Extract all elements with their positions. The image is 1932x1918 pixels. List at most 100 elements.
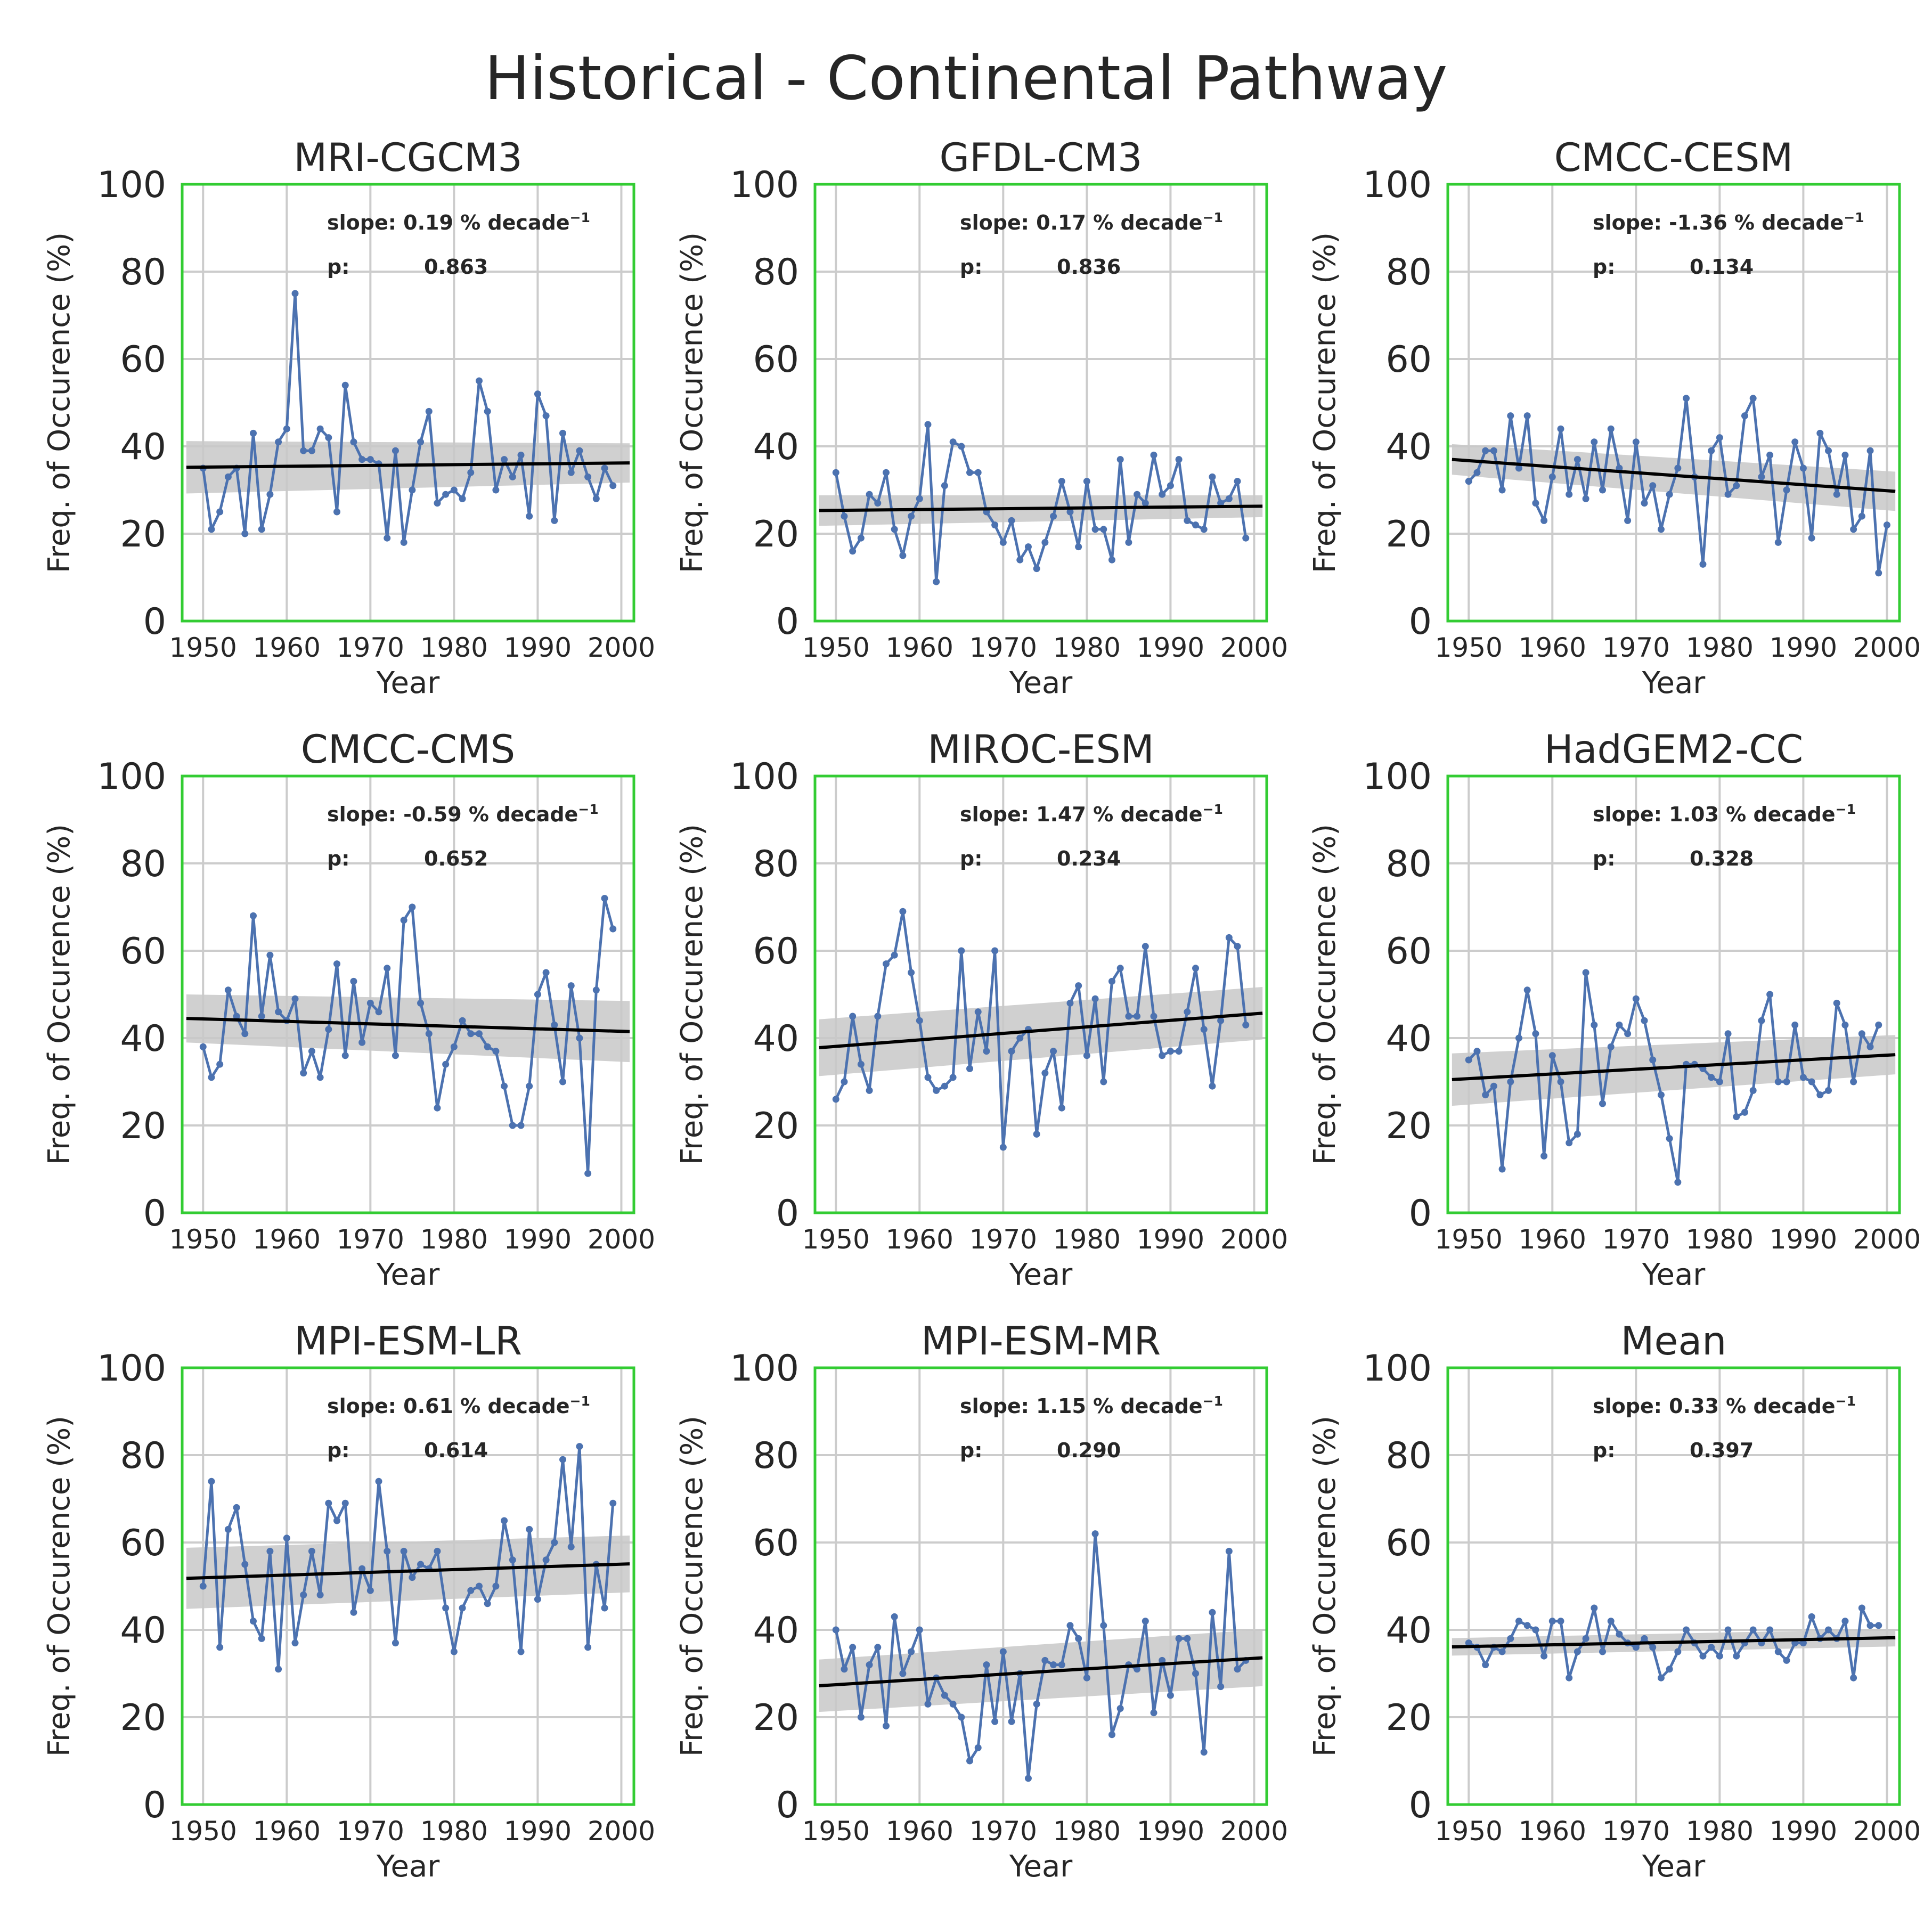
data-point xyxy=(450,1648,458,1655)
y-tick-label: 0 xyxy=(776,1193,799,1235)
x-tick-label: 1990 xyxy=(1137,1224,1204,1255)
x-tick-label: 1980 xyxy=(1686,1224,1754,1255)
x-tick-label: 2000 xyxy=(1220,632,1288,663)
data-point xyxy=(1607,425,1615,432)
slope-exponent: −1 xyxy=(1203,802,1223,817)
p-value: 0.397 xyxy=(1690,1439,1754,1462)
data-point xyxy=(1209,1609,1216,1616)
data-point xyxy=(1791,1021,1799,1029)
data-point xyxy=(1507,1078,1514,1085)
panel-title: GFDL-CM3 xyxy=(940,135,1143,181)
y-tick-label: 100 xyxy=(97,1348,166,1390)
data-point xyxy=(991,947,999,954)
data-point xyxy=(1142,500,1149,507)
x-tick-label: 2000 xyxy=(588,632,655,663)
data-point xyxy=(325,434,332,442)
data-point xyxy=(266,1547,274,1555)
panel: HadGEM2-CC 0 20 40 60 80 100 1950 1960 1970 1980 19… xyxy=(1308,727,1921,1292)
data-point xyxy=(1574,456,1581,463)
data-point xyxy=(983,1661,990,1669)
data-point xyxy=(434,1104,441,1112)
data-point xyxy=(1607,1618,1615,1625)
y-axis-label: Freq. of Occurence (%) xyxy=(1308,232,1342,573)
data-point xyxy=(1649,1056,1657,1064)
data-point xyxy=(366,999,374,1007)
x-tick-label: 1950 xyxy=(802,1816,870,1847)
data-point xyxy=(501,1517,508,1524)
data-point xyxy=(1582,495,1589,502)
p-label: p: xyxy=(327,1439,349,1462)
data-point xyxy=(208,526,215,533)
y-tick-label: 100 xyxy=(1363,164,1432,206)
data-point xyxy=(559,1078,567,1085)
panel: CMCC-CESM 0 20 40 60 80 100 1950 1960 1970 1980 199… xyxy=(1308,135,1921,700)
data-point xyxy=(1683,1626,1690,1634)
data-point xyxy=(849,1013,857,1020)
slope-annotation: slope: 0.61 % decade−1 xyxy=(327,1393,590,1418)
data-point xyxy=(1841,1618,1849,1625)
p-label: p: xyxy=(327,255,349,279)
data-point xyxy=(1566,1139,1573,1147)
panel: CMCC-CMS 0 20 40 60 80 100 1950 1960 1970 1980 1990… xyxy=(42,727,655,1292)
series-line xyxy=(1468,1606,1879,1679)
data-point xyxy=(1674,1179,1682,1186)
data-point xyxy=(409,903,416,911)
data-point xyxy=(1657,526,1665,533)
data-point xyxy=(1599,1648,1607,1655)
x-tick-label: 1960 xyxy=(886,632,953,663)
y-tick-label: 20 xyxy=(1385,1105,1432,1147)
data-point xyxy=(1825,1626,1832,1634)
data-point xyxy=(358,1565,366,1572)
data-point xyxy=(517,1122,525,1129)
series-line xyxy=(201,897,615,1175)
data-point xyxy=(1724,491,1732,498)
plot-frame xyxy=(1446,1366,1901,1806)
y-tick-label: 20 xyxy=(753,1105,799,1147)
data-point xyxy=(224,473,232,480)
data-point xyxy=(832,1096,839,1103)
x-tick-label: 1950 xyxy=(1435,632,1503,663)
data-point xyxy=(1632,995,1640,1002)
data-point xyxy=(592,495,600,502)
data-point xyxy=(275,1666,282,1673)
x-tick-label: 1970 xyxy=(337,632,404,663)
data-point xyxy=(333,960,341,968)
data-point xyxy=(551,1021,558,1029)
data-point xyxy=(1134,1013,1141,1020)
x-tick-label: 1970 xyxy=(337,1816,404,1847)
data-point xyxy=(1134,1666,1141,1673)
plot-frame xyxy=(813,774,1268,1214)
data-point xyxy=(266,951,274,959)
data-point xyxy=(592,986,600,994)
data-point xyxy=(1858,1604,1865,1612)
data-point xyxy=(509,473,516,480)
data-point xyxy=(891,526,898,533)
p-label: p: xyxy=(960,847,982,870)
x-tick-label: 1980 xyxy=(420,632,488,663)
data-point xyxy=(542,1556,550,1564)
data-point xyxy=(1641,500,1648,507)
p-value: 0.836 xyxy=(1057,255,1121,279)
data-point xyxy=(1108,977,1115,985)
data-point xyxy=(484,1600,491,1607)
y-tick-label: 0 xyxy=(143,1784,166,1826)
y-tick-label: 100 xyxy=(97,756,166,798)
data-point xyxy=(1749,1626,1757,1634)
data-point xyxy=(908,1648,915,1655)
y-tick-label: 60 xyxy=(120,339,166,381)
data-point xyxy=(1482,1091,1489,1099)
y-tick-label: 60 xyxy=(1385,1522,1432,1564)
trend-line xyxy=(819,1011,1263,1050)
data-point xyxy=(1507,412,1514,420)
y-tick-label: 40 xyxy=(120,426,166,468)
data-point xyxy=(291,995,299,1002)
x-tick-label: 1990 xyxy=(1770,1224,1837,1255)
data-point xyxy=(1766,991,1774,998)
y-tick-label: 20 xyxy=(120,1105,166,1147)
x-tick-label: 1960 xyxy=(253,1816,321,1847)
data-point xyxy=(341,1052,349,1059)
data-point xyxy=(1167,1692,1174,1699)
series-line xyxy=(201,292,614,544)
data-point xyxy=(559,1456,567,1463)
data-point xyxy=(1875,1021,1882,1029)
